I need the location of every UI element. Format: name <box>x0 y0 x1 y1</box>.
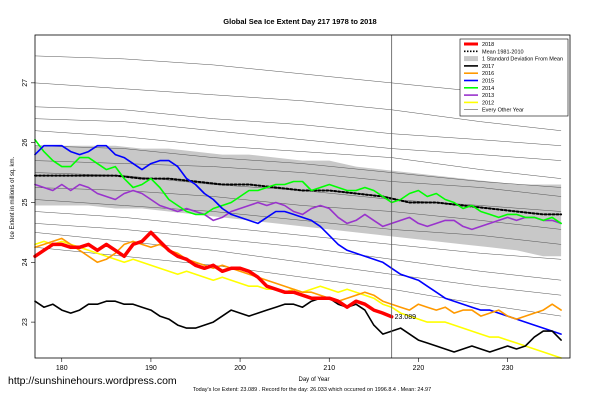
other-year-line-4 <box>34 118 562 161</box>
legend-label-mean-1981-2010: Mean 1981-2010 <box>482 49 524 55</box>
axes-layer: 180 190 200 210 220 230 23 24 25 26 27 <box>22 79 514 372</box>
legend-label-every-other-year: Every Other Year <box>482 108 524 114</box>
watermark-url[interactable]: http://sunshinehours.wordpress.com <box>8 375 177 387</box>
y-tick-label-23: 23 <box>22 318 29 326</box>
legend-swatch-1-standard-deviation-from-mean <box>464 56 478 62</box>
x-axis-title: Day of Year <box>298 377 329 383</box>
legend-label-2016: 2016 <box>482 71 494 77</box>
other-year-line-6 <box>34 145 562 188</box>
y-tick-label-27: 27 <box>22 79 29 87</box>
series-line-2017 <box>34 297 562 353</box>
series-line-2018 <box>33 230 394 319</box>
other-year-line-10 <box>34 199 562 245</box>
y-tick-label-26: 26 <box>22 139 29 147</box>
series-line-2013 <box>34 183 562 231</box>
other-year-line-5 <box>34 130 562 179</box>
x-tick-label-180: 180 <box>56 365 68 372</box>
legend-label-1-standard-deviation-from-mean: 1 Standard Deviation From Mean <box>482 57 563 63</box>
plot-frame <box>34 34 571 359</box>
chart-title: Global Sea Ice Extent Day 217 1978 to 20… <box>223 17 376 26</box>
legend-label-2013: 2013 <box>482 93 494 99</box>
y-tick-label-25: 25 <box>22 198 29 206</box>
x-tick-label-220: 220 <box>413 365 425 372</box>
other-year-line-2 <box>34 82 562 131</box>
legend-label-2014: 2014 <box>482 86 494 92</box>
highlighted-series-layer <box>33 138 563 359</box>
series-line-2014 <box>34 138 562 225</box>
legend-label-2018: 2018 <box>482 42 494 48</box>
std-deviation-band <box>35 145 562 257</box>
current-value-label: 23.089 <box>395 314 417 321</box>
other-year-line-9 <box>34 187 562 230</box>
other-year-line-3 <box>34 106 562 146</box>
x-tick-label-210: 210 <box>323 365 335 372</box>
other-year-line-13 <box>34 232 562 296</box>
series-line-2015 <box>34 144 562 335</box>
every-other-year-layer <box>34 55 562 317</box>
series-line-2012 <box>34 240 562 359</box>
y-axis-title: Ice Extent in millions of sq. km. <box>10 156 16 239</box>
legend-label-2015: 2015 <box>482 79 494 85</box>
series-line-mean-1981-2010 <box>34 174 563 216</box>
series-line-2016 <box>34 237 562 320</box>
legend-label-2017: 2017 <box>482 64 494 70</box>
x-tick-label-230: 230 <box>502 365 514 372</box>
std-deviation-band-layer <box>35 145 562 257</box>
other-year-line-7 <box>34 160 562 197</box>
y-tick-label-24: 24 <box>22 258 29 266</box>
other-year-line-11 <box>34 211 562 260</box>
legend-label-2012: 2012 <box>482 100 494 106</box>
footer-stats: Today's Ice Extent: 23.089 . Record for … <box>193 387 431 393</box>
x-tick-label-200: 200 <box>234 365 246 372</box>
other-year-line-12 <box>34 223 562 281</box>
x-tick-label-190: 190 <box>145 365 157 372</box>
